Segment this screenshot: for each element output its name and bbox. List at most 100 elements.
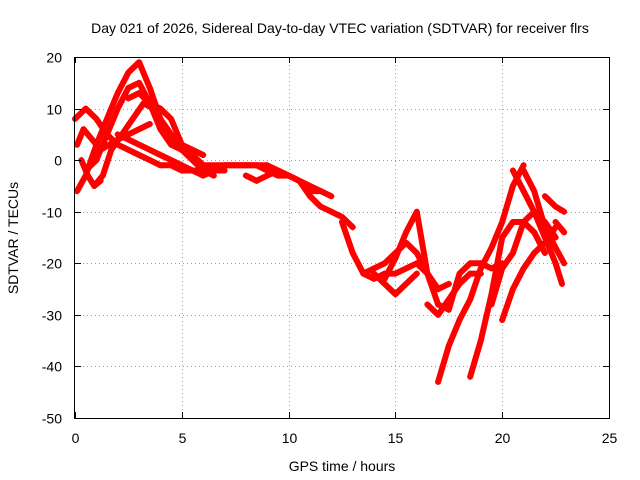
data-point	[274, 167, 281, 174]
plot-frame	[74, 57, 610, 419]
data-point	[552, 260, 559, 267]
data-point	[80, 126, 87, 133]
data-point	[307, 188, 313, 195]
data-point	[424, 270, 431, 277]
data-point	[467, 260, 474, 267]
data-point	[242, 172, 249, 179]
data-point	[106, 141, 113, 148]
data-point	[531, 229, 538, 236]
data-point	[285, 172, 292, 179]
x-tick-label: 15	[388, 430, 404, 446]
series-track-23	[552, 219, 568, 236]
data-point	[531, 188, 538, 195]
x-axis-title: GPS time / hours	[289, 458, 396, 474]
data-point	[531, 208, 538, 215]
data-point	[381, 280, 388, 287]
data-point	[339, 213, 345, 220]
y-tick-label: 10	[46, 102, 62, 118]
data-point	[392, 255, 399, 262]
data-point	[413, 208, 420, 215]
data-point	[200, 162, 207, 169]
data-point	[413, 250, 420, 256]
data-point	[509, 167, 516, 174]
data-point	[114, 136, 121, 143]
series-line	[242, 167, 324, 195]
data-point	[221, 167, 228, 174]
data-point	[146, 121, 153, 127]
y-tick-label: 20	[46, 50, 62, 66]
data-point	[509, 250, 516, 256]
series-track-5	[125, 90, 207, 158]
data-point	[435, 301, 442, 308]
data-point	[168, 131, 175, 138]
data-point	[114, 105, 121, 112]
data-point	[467, 373, 474, 380]
data-point	[178, 141, 185, 148]
series-track-7	[74, 121, 153, 153]
data-point	[104, 115, 110, 122]
data-point	[317, 188, 324, 195]
x-tick-label: 10	[282, 430, 298, 446]
series-track-14	[371, 270, 420, 298]
data-point	[456, 280, 463, 287]
series-track-17	[467, 219, 548, 380]
series-line	[78, 157, 104, 189]
data-point	[435, 378, 442, 385]
y-tick-label: -20	[42, 256, 62, 272]
data-point	[371, 265, 377, 272]
data-point	[210, 167, 217, 174]
data-point	[89, 136, 96, 143]
data-point	[561, 229, 568, 236]
data-point	[136, 126, 143, 133]
series-track-16	[435, 162, 527, 385]
grid-lines	[75, 57, 609, 418]
data-point	[157, 126, 164, 133]
data-point	[559, 280, 565, 287]
data-point	[467, 296, 474, 303]
series-track-6	[114, 131, 228, 179]
series-track-22	[541, 193, 568, 215]
data-point	[349, 224, 356, 231]
data-point	[307, 193, 313, 200]
data-point	[403, 229, 410, 236]
data-point	[349, 250, 356, 256]
data-point	[93, 115, 100, 122]
data-point	[136, 59, 143, 66]
x-tick-label: 5	[179, 430, 187, 446]
series-track-8	[78, 157, 104, 189]
data-point	[91, 182, 98, 189]
data-point	[146, 84, 153, 91]
x-tick-label: 25	[602, 430, 618, 446]
data-point	[360, 270, 367, 277]
series-line	[74, 59, 217, 195]
data-point	[488, 244, 495, 251]
data-point	[541, 193, 548, 200]
data-point	[99, 172, 106, 179]
data-point	[499, 219, 506, 225]
data-point	[445, 342, 452, 349]
data-point	[136, 152, 143, 158]
y-axis-title: SDTVAR / TECUs	[5, 182, 21, 294]
data-point	[264, 172, 271, 179]
data-point	[445, 306, 452, 313]
data-point	[477, 337, 484, 344]
data-point	[168, 141, 175, 148]
data-point	[97, 146, 104, 153]
series-line	[125, 90, 207, 158]
chart-title: Day 021 of 2026, Sidereal Day-to-day VTE…	[91, 20, 589, 36]
data-point	[253, 162, 260, 169]
data-point	[296, 177, 303, 184]
data-point	[125, 95, 132, 102]
data-point	[520, 188, 527, 195]
data-point	[200, 152, 207, 158]
data-point	[157, 162, 164, 169]
data-point	[339, 219, 345, 225]
data-point	[146, 146, 153, 153]
data-point	[157, 105, 164, 112]
data-point	[477, 265, 484, 272]
series-track-21	[520, 167, 568, 267]
data-point	[552, 203, 559, 210]
y-tick-label: -30	[42, 308, 62, 324]
data-point	[561, 260, 568, 267]
